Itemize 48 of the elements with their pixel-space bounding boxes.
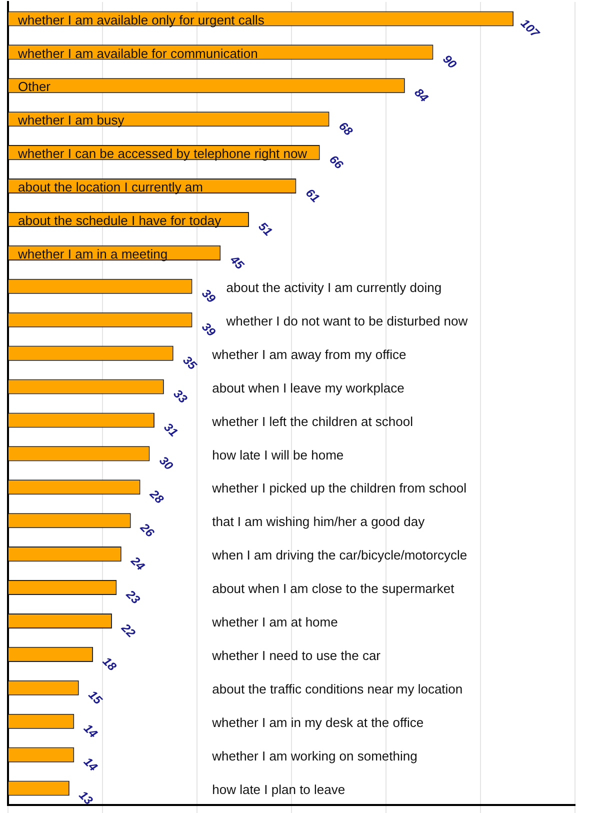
data-label: 28	[146, 486, 167, 507]
data-label: 14	[80, 754, 101, 774]
y-tick-label: about the location I currently am	[18, 180, 203, 195]
y-tick-label: whether I picked up the children from school	[211, 480, 467, 496]
data-label: 61	[303, 186, 323, 206]
y-tick-label: about the traffic conditions near my location	[212, 681, 463, 696]
y-tick-label: about the schedule I have for today	[18, 213, 222, 228]
y-tick-label: whether I can be accessed by telephone right now	[17, 146, 308, 162]
data-label: 107	[518, 16, 544, 42]
data-label: 14	[80, 721, 101, 741]
data-label: 68	[336, 118, 356, 139]
y-tick-label: whether I do not want to be disturbed now	[225, 313, 468, 328]
data-label: 33	[170, 386, 190, 406]
data-label: 22	[118, 620, 138, 640]
y-tick-label: whether I am away from my office	[211, 346, 406, 362]
y-tick-label: how late I plan to leave	[212, 782, 346, 797]
data-label: 13	[76, 788, 96, 808]
data-label: 26	[136, 520, 158, 540]
y-tick-label: whether I am in a meeting	[17, 246, 168, 262]
y-tick-label: whether I am in my desk at the office	[211, 714, 424, 730]
y-tick-label: that I am wishing him/her a good day	[212, 514, 426, 530]
data-label: 23	[122, 586, 144, 607]
data-label: 15	[86, 688, 106, 708]
y-tick-label: about the activity I am currently doing	[226, 280, 442, 295]
data-label: 35	[180, 353, 200, 373]
y-tick-label: about when I leave my workplace	[212, 380, 404, 396]
y-tick-label: whether I am busy	[17, 112, 125, 128]
data-label: 31	[161, 420, 181, 440]
data-label: 84	[412, 85, 432, 106]
data-label: 90	[440, 52, 460, 72]
data-label: 39	[199, 320, 219, 340]
y-tick-label: how late I will be home	[212, 447, 344, 462]
data-label: 45	[226, 252, 248, 272]
y-tick-label: Other	[18, 79, 52, 94]
y-tick-label: whether I am working on something	[211, 748, 418, 764]
data-label: 30	[156, 454, 176, 474]
y-tick-label: when I am driving the car/bicycle/motorcycle	[211, 548, 468, 563]
y-tick-label: whether I am at home	[211, 614, 338, 630]
y-tick-label: about when I am close to the supermarket	[212, 581, 455, 596]
y-tick-label: whether I left the children at school	[211, 414, 414, 429]
y-tick-label: whether I need to use the car	[211, 648, 382, 664]
data-label: 39	[199, 286, 219, 306]
y-tick-label: whether I am available only for urgent calls	[17, 12, 265, 28]
data-label: 51	[256, 219, 276, 239]
data-label: 24	[128, 553, 148, 574]
data-label: 66	[326, 152, 346, 172]
data-label: 18	[100, 654, 120, 674]
y-tick-label: whether I am available for communication	[17, 46, 258, 61]
